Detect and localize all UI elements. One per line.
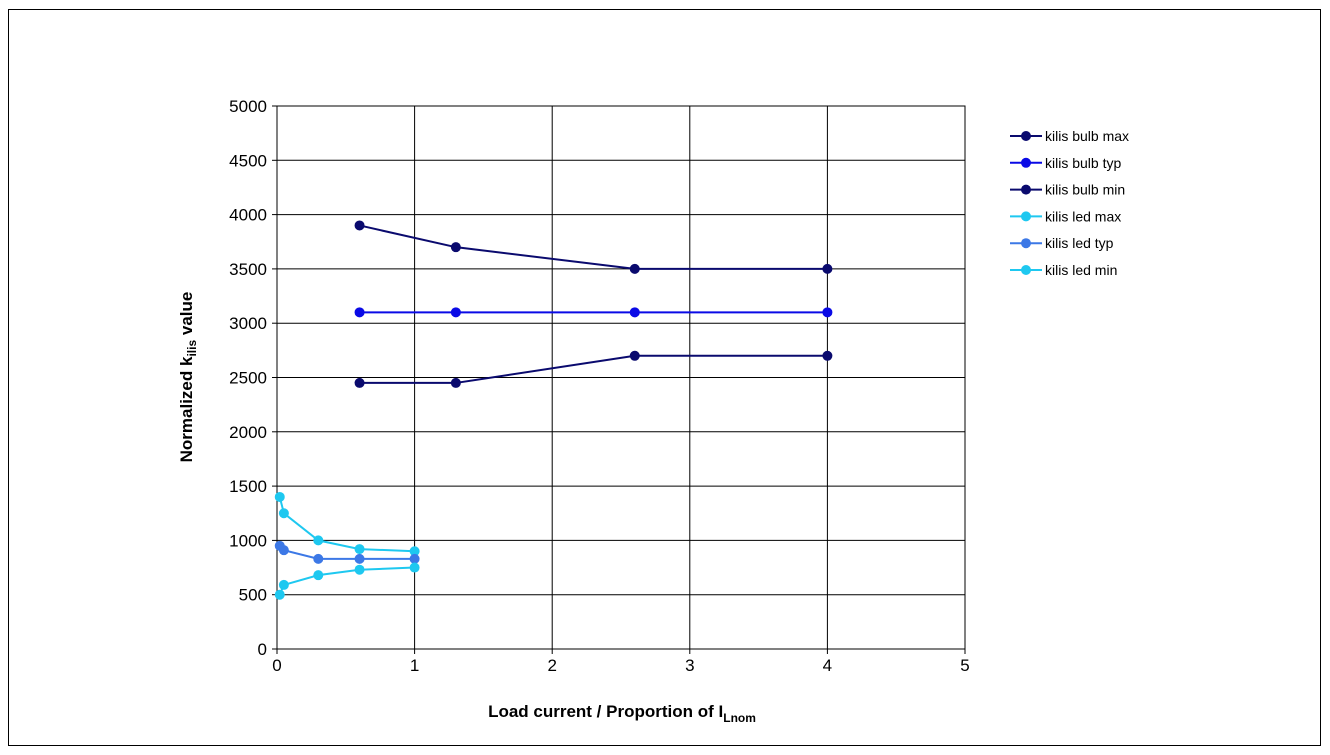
data-point <box>313 535 324 546</box>
legend-marker <box>1021 211 1031 222</box>
data-point <box>278 579 289 590</box>
y-tick-label: 0 <box>258 640 267 659</box>
data-point <box>354 544 365 555</box>
data-point <box>822 307 833 318</box>
legend-label: kilis bulb min <box>1045 182 1125 198</box>
series-line <box>278 566 415 596</box>
y-tick-label: 500 <box>239 586 267 605</box>
series-lines <box>274 220 833 600</box>
legend-marker <box>1021 238 1031 249</box>
data-point <box>450 307 461 318</box>
data-point <box>629 263 640 274</box>
data-point <box>450 377 461 388</box>
y-tick-label: 1500 <box>229 477 267 496</box>
data-point <box>278 545 289 556</box>
legend-label: kilis led min <box>1045 262 1117 278</box>
plot-area-border <box>276 105 966 650</box>
grid <box>272 105 966 654</box>
data-point <box>629 350 640 361</box>
data-point <box>274 589 285 600</box>
legend-marker <box>1021 157 1031 168</box>
legend-label: kilis led typ <box>1045 235 1114 251</box>
data-point <box>354 553 365 564</box>
data-point <box>354 307 365 318</box>
legend: kilis bulb max kilis bulb typ kilis bulb m… <box>1010 128 1129 278</box>
y-tick-label: 2500 <box>229 369 267 388</box>
data-point <box>409 562 420 573</box>
series-line <box>359 224 828 270</box>
legend-label: kilis bulb max <box>1045 128 1129 144</box>
legend-marker <box>1021 131 1031 141</box>
y-tick-label: 1000 <box>229 531 267 550</box>
series-line <box>359 354 828 384</box>
data-point <box>409 553 420 564</box>
y-tick-label: 3000 <box>229 314 267 333</box>
series-line <box>279 545 415 560</box>
data-point <box>822 263 833 274</box>
y-tick-label: 5000 <box>229 97 267 116</box>
data-point <box>450 242 461 253</box>
data-point <box>313 553 324 564</box>
y-tick-label: 3500 <box>229 260 267 279</box>
data-point <box>274 491 285 502</box>
data-point <box>409 546 420 557</box>
x-tick-label: 4 <box>823 656 832 675</box>
tick-labels: 0 500 1000 1500 2000 2500 3000 3500 4000 4500 5000… <box>229 97 970 675</box>
x-tick-label: 2 <box>547 656 556 675</box>
y-tick-label: 4500 <box>229 151 267 170</box>
data-point <box>313 570 324 581</box>
x-tick-label: 5 <box>960 656 969 675</box>
data-point <box>354 377 365 388</box>
legend-label: kilis led max <box>1045 208 1121 224</box>
x-tick-label: 3 <box>685 656 694 675</box>
data-point <box>822 350 833 361</box>
y-tick-label: 2000 <box>229 423 267 442</box>
legend-label: kilis bulb typ <box>1045 155 1121 171</box>
data-point <box>354 564 365 575</box>
y-tick-label: 4000 <box>229 206 267 225</box>
data-point <box>629 307 640 318</box>
x-tick-label: 0 <box>272 656 281 675</box>
legend-marker <box>1021 265 1031 275</box>
series-line <box>278 496 415 553</box>
data-point <box>354 220 365 231</box>
legend-marker <box>1021 184 1031 195</box>
x-axis-title: Load current / Proportion of ILnom <box>488 702 756 725</box>
x-tick-label: 1 <box>410 656 419 675</box>
data-point <box>278 508 289 519</box>
y-axis-title: Normalized kilis value <box>177 292 199 463</box>
